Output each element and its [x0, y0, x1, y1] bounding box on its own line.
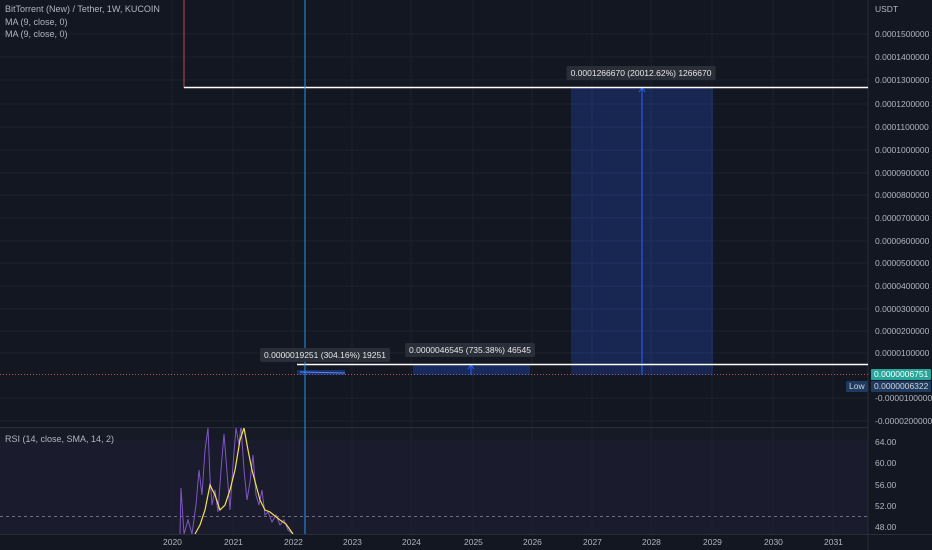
last-price-tag: 0.0000006751	[871, 369, 932, 380]
measure-label-2[interactable]: 0.0000046545 (735.38%) 46545	[405, 343, 535, 357]
time-tick: 2031	[824, 537, 843, 547]
price-tick: 0.0000600000	[875, 236, 930, 246]
low-price-tag: 0.0000006322	[871, 381, 932, 392]
price-tick: 0.0001000000	[875, 145, 930, 155]
price-tick: 0.0000800000	[875, 190, 930, 200]
rsi-line	[179, 428, 294, 534]
price-tick: 0.0000900000	[875, 168, 930, 178]
low-label: Low	[846, 381, 868, 392]
symbol-title: BitTorrent (New) / Tether, 1W, KUCOIN	[5, 4, 160, 14]
price-tick: 0.0000500000	[875, 258, 930, 268]
main-pane	[0, 0, 868, 427]
rsi-tick: 52.00	[875, 501, 897, 511]
rsi-tick: 48.00	[875, 522, 897, 532]
rsi-tick: 64.00	[875, 437, 897, 447]
price-tick: 0.0000100000	[875, 348, 930, 358]
time-tick: 2026	[523, 537, 542, 547]
price-tick: 0.0000400000	[875, 281, 930, 291]
time-tick: 2025	[464, 537, 483, 547]
rsi-band	[0, 440, 868, 534]
rsi-tick: 60.00	[875, 458, 897, 468]
time-tick: 2028	[642, 537, 661, 547]
price-tick: 0.0000700000	[875, 213, 930, 223]
price-tick: 0.0001100000	[875, 122, 929, 132]
price-tick: -0.0000200000	[875, 416, 932, 426]
time-tick: 2030	[764, 537, 783, 547]
time-tick: 2022	[284, 537, 303, 547]
price-tick: 0.0001500000	[875, 29, 930, 39]
rsi-title[interactable]: RSI (14, close, SMA, 14, 2)	[5, 434, 115, 444]
rsi-tick: 56.00	[875, 480, 897, 490]
price-tick: -0.0000100000	[875, 393, 932, 403]
time-tick: 2029	[703, 537, 722, 547]
price-tick: 0.0000300000	[875, 304, 930, 314]
time-tick: 2021	[224, 537, 243, 547]
measure-arrow-1	[299, 371, 346, 374]
time-tick: 2027	[583, 537, 602, 547]
price-tick: 0.0001300000	[875, 75, 930, 85]
price-tick: 0.0001400000	[875, 52, 930, 62]
price-tick: 0.0000200000	[875, 326, 930, 336]
price-tick: 0.0001200000	[875, 99, 930, 109]
measure-label-1[interactable]: 0.0000019251 (304.16%) 19251	[260, 348, 390, 362]
ma-indicator-1[interactable]: MA (9, close, 0)	[5, 17, 68, 27]
measure-label-3[interactable]: 0.0001266670 (20012.62%) 1266670	[566, 66, 716, 80]
time-tick: 2024	[402, 537, 421, 547]
time-tick: 2020	[163, 537, 182, 547]
ma-indicator-2[interactable]: MA (9, close, 0)	[5, 29, 68, 39]
rsi-ma-line	[194, 428, 294, 534]
price-axis-currency: USDT	[875, 4, 899, 14]
time-tick: 2023	[343, 537, 362, 547]
